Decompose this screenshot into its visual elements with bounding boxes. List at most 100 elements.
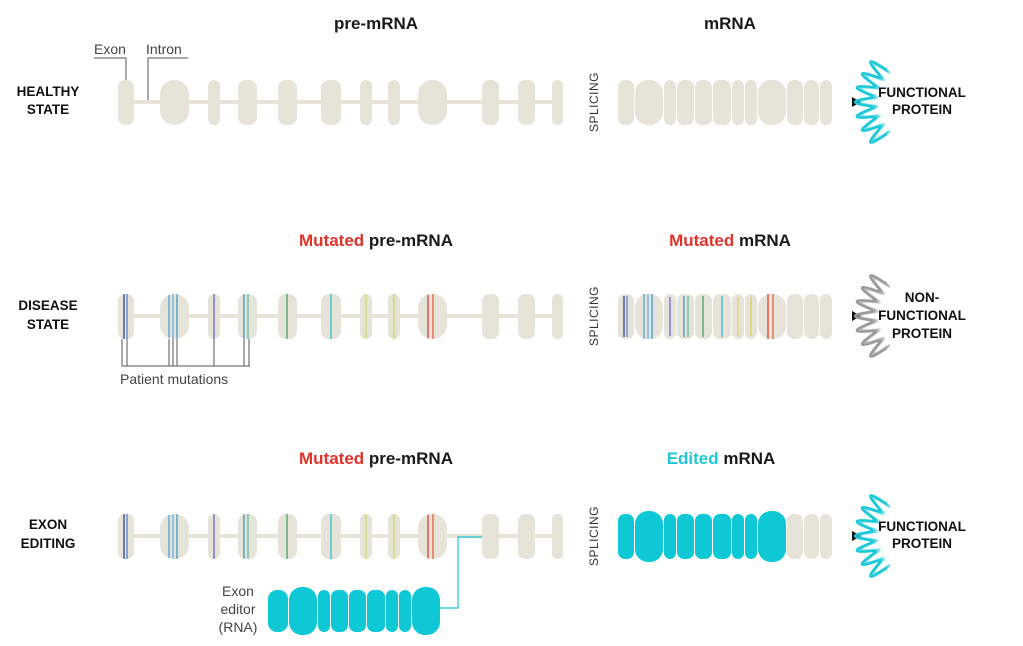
- editor-segment: [318, 590, 330, 632]
- premrna-title-disease: Mutated pre-mRNA: [299, 231, 453, 250]
- mrna-segment: [677, 80, 694, 125]
- exon: [321, 80, 341, 125]
- exon: [208, 80, 220, 125]
- exon: [118, 80, 134, 125]
- mrna-title-healthy: mRNA: [704, 14, 756, 33]
- exon: [482, 294, 499, 339]
- mrna-segment: [713, 80, 731, 125]
- mrna-segment: [677, 294, 694, 339]
- mrna-title-disease: Mutated mRNA: [669, 231, 791, 250]
- mrna-segment: [787, 80, 803, 125]
- premrna-title-healthy: pre-mRNA: [334, 14, 418, 33]
- mrna-segment: [732, 80, 744, 125]
- protein-ring-stroke: [859, 497, 892, 575]
- patient-mutations-bracket: [121, 339, 250, 367]
- mrna-segment: [820, 80, 832, 125]
- mrna-segment-edited: [758, 511, 786, 562]
- exon-editor-rna: [268, 587, 440, 635]
- exon: [388, 80, 400, 125]
- intron-label: Intron: [146, 41, 182, 57]
- nonfunctional-protein-icon: [853, 274, 892, 358]
- premrna-word: pre-mRNA: [364, 449, 453, 468]
- edited-mrna: [618, 511, 832, 562]
- mrna-segment: [804, 294, 819, 339]
- mutated-word: Mutated: [299, 231, 364, 250]
- editing-label-1: EXON: [29, 517, 67, 532]
- mrna-segment: [758, 294, 786, 339]
- exon: [552, 80, 563, 125]
- disease-label-2: STATE: [27, 317, 69, 332]
- mutation-marks: [123, 514, 434, 559]
- mrna-segment: [618, 294, 634, 339]
- mrna-segment: [695, 80, 712, 125]
- editing-premrna: Exon editor (RNA): [118, 514, 563, 635]
- editor-label-1: Exon: [222, 583, 254, 599]
- mrna-segment-edited: [677, 514, 694, 559]
- functional-protein-icon: [853, 60, 892, 144]
- mrna-title-editing: Edited mRNA: [667, 449, 776, 468]
- exon: [160, 80, 189, 125]
- editor-segment: [289, 587, 317, 635]
- protein-ring-stroke: [856, 275, 890, 357]
- editor-segment: [349, 590, 366, 632]
- healthy-premrna: Exon Intron: [94, 41, 563, 125]
- exon: [278, 80, 297, 125]
- exon: [238, 80, 257, 125]
- premrna-title-editing: Mutated pre-mRNA: [299, 449, 453, 468]
- healthy-mrna: [618, 80, 832, 125]
- exon: [360, 80, 372, 125]
- mrna-word: mRNA: [734, 231, 791, 250]
- exon: [118, 514, 134, 559]
- headers: pre-mRNA mRNA Mutated pre-mRNA Mutated m…: [299, 14, 791, 468]
- protein-ring-stroke: [859, 63, 892, 141]
- intron-leader-line: [147, 57, 188, 100]
- mutation-marks: [623, 294, 774, 339]
- exon: [482, 514, 499, 559]
- mutated-word: Mutated: [299, 449, 364, 468]
- editor-segment: [268, 590, 288, 632]
- editor-segment: [386, 590, 398, 632]
- mrna-segment: [758, 80, 786, 125]
- mrna-segment-edited: [664, 514, 676, 559]
- splicing-label-disease: SPLICING: [587, 286, 601, 346]
- protein-label-healthy-2: PROTEIN: [892, 102, 952, 117]
- exon-label: Exon: [94, 41, 126, 57]
- mrna-segment: [618, 80, 634, 125]
- premrna-word: pre-mRNA: [364, 231, 453, 250]
- protein-ring-stroke: [856, 61, 890, 143]
- mrna-segment: [635, 294, 663, 339]
- mrna-segment: [820, 294, 832, 339]
- editor-connector-line: [440, 536, 482, 609]
- disease-mrna: [618, 294, 832, 339]
- exon: [552, 294, 563, 339]
- mrna-segment-edited: [745, 514, 757, 559]
- exon: [518, 514, 535, 559]
- protein-label-editing-1: FUNCTIONAL: [878, 519, 966, 534]
- mrna-segment-edited: [635, 511, 663, 562]
- edited-word: Edited: [667, 449, 719, 468]
- mrna-segment-edited: [713, 514, 731, 559]
- exon: [418, 80, 447, 125]
- mrna-segment: [787, 514, 803, 559]
- mrna-segment: [635, 80, 663, 125]
- exon-leader-line: [94, 57, 127, 80]
- splicing-label-editing: SPLICING: [587, 506, 601, 566]
- disease-label-1: DISEASE: [18, 298, 77, 313]
- protein-label-disease-2: FUNCTIONAL: [878, 308, 966, 323]
- mrna-segment: [664, 80, 676, 125]
- protein-ring-stroke: [859, 277, 892, 355]
- exon: [518, 80, 535, 125]
- mrna-segment-edited: [732, 514, 744, 559]
- healthy-label-2: STATE: [27, 102, 69, 117]
- functional-protein-icon: [853, 494, 892, 578]
- editor-label-3: (RNA): [219, 619, 258, 635]
- protein-ring-stroke: [856, 495, 890, 577]
- mrna-segment: [804, 80, 819, 125]
- exon: [118, 294, 134, 339]
- mrna-segment-edited: [695, 514, 712, 559]
- mrna-segment: [804, 514, 819, 559]
- mrna-segment-edited: [618, 514, 634, 559]
- protein-label-disease-3: PROTEIN: [892, 326, 952, 341]
- healthy-label-1: HEALTHY: [17, 84, 80, 99]
- editor-segment: [367, 590, 385, 632]
